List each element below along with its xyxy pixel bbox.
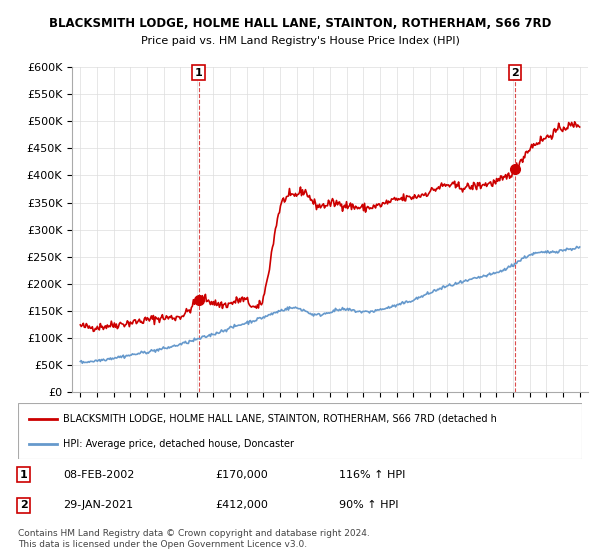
Text: £170,000: £170,000 xyxy=(215,470,268,479)
Text: 29-JAN-2021: 29-JAN-2021 xyxy=(63,501,133,510)
Text: BLACKSMITH LODGE, HOLME HALL LANE, STAINTON, ROTHERHAM, S66 7RD (detached h: BLACKSMITH LODGE, HOLME HALL LANE, STAIN… xyxy=(63,414,497,424)
Text: 2: 2 xyxy=(511,68,518,78)
Text: 1: 1 xyxy=(20,470,28,479)
Text: 90% ↑ HPI: 90% ↑ HPI xyxy=(340,501,399,510)
FancyBboxPatch shape xyxy=(18,403,582,459)
Text: 2: 2 xyxy=(20,501,28,510)
Text: Contains HM Land Registry data © Crown copyright and database right 2024.
This d: Contains HM Land Registry data © Crown c… xyxy=(18,529,370,549)
Text: 1: 1 xyxy=(194,68,202,78)
Text: HPI: Average price, detached house, Doncaster: HPI: Average price, detached house, Donc… xyxy=(63,438,294,449)
Text: £412,000: £412,000 xyxy=(215,501,268,510)
Text: 08-FEB-2002: 08-FEB-2002 xyxy=(63,470,134,479)
Text: 116% ↑ HPI: 116% ↑ HPI xyxy=(340,470,406,479)
Text: Price paid vs. HM Land Registry's House Price Index (HPI): Price paid vs. HM Land Registry's House … xyxy=(140,36,460,46)
Text: BLACKSMITH LODGE, HOLME HALL LANE, STAINTON, ROTHERHAM, S66 7RD: BLACKSMITH LODGE, HOLME HALL LANE, STAIN… xyxy=(49,17,551,30)
